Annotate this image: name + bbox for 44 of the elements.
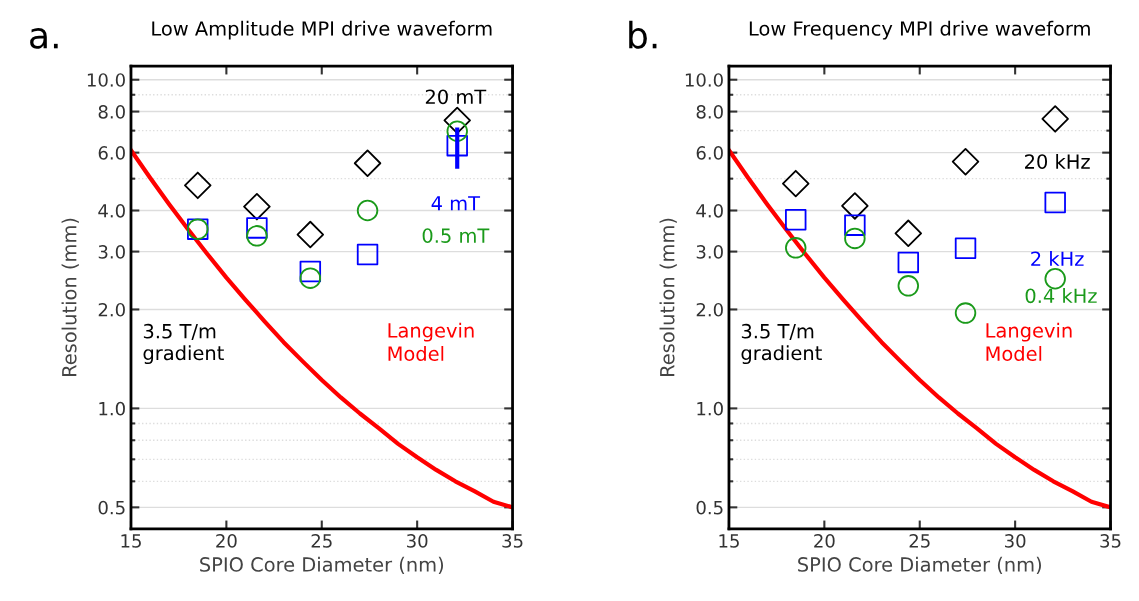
- x-axis-title: SPIO Core Diameter (nm): [200, 556, 444, 575]
- chart-title: Low Amplitude MPI drive waveform: [152, 20, 492, 40]
- x-tick-label: 20: [216, 534, 237, 548]
- text: a.: [30, 28, 58, 49]
- y-tick-label: 0.5: [98, 500, 125, 515]
- y-tick-label: 0.5: [696, 500, 723, 515]
- x-tick-label: 20: [814, 534, 835, 548]
- y-tick-label: 1.0: [697, 401, 723, 416]
- y-tick-label: 4.0: [98, 203, 125, 218]
- chart-title: Low Frequency MPI drive waveform: [749, 20, 1090, 40]
- x-tick-label: 35: [1100, 534, 1121, 548]
- y-axis-title: Resolution (mm): [659, 218, 677, 376]
- text: 2 kHz: [1031, 251, 1084, 266]
- y-tick-label: 8.0: [98, 105, 125, 119]
- text: b.: [629, 20, 657, 49]
- x-tick-label: 15: [121, 534, 141, 548]
- y-tick-label: 2.0: [696, 302, 723, 317]
- y-tick-label: 10.0: [87, 73, 125, 87]
- annotation: 3.5 T/m gradient: [143, 323, 224, 365]
- y-axis-title: Resolution (mm): [61, 218, 79, 376]
- x-tick-label: 25: [909, 534, 930, 548]
- y-tick-label: 4.0: [696, 203, 723, 218]
- series-label: 0.4 kHz: [1025, 288, 1097, 304]
- y-tick-label: 6.0: [696, 146, 723, 160]
- text: Langevin Model: [388, 322, 474, 362]
- x-tick-label: 35: [502, 534, 523, 548]
- x-tick-label: 30: [1005, 534, 1026, 548]
- series-label: 20 kHz: [1025, 153, 1090, 169]
- x-tick-label: 15: [719, 534, 739, 548]
- y-tick-label: 1.0: [99, 401, 125, 416]
- x-tick-label: 25: [311, 534, 332, 548]
- x-axis-title: SPIO Core Diameter (nm): [798, 556, 1041, 575]
- y-tick-label: 10.0: [685, 73, 723, 87]
- series-label: 20 mT: [425, 89, 487, 105]
- text: Langevin Model: [986, 322, 1072, 362]
- y-tick-label: 2.0: [98, 302, 125, 317]
- annotation: 3.5 T/m gradient: [741, 323, 822, 365]
- y-tick-label: 3.0: [98, 245, 125, 259]
- y-tick-label: 6.0: [98, 146, 125, 160]
- text: 4 mT: [431, 196, 481, 211]
- x-tick-label: 30: [407, 534, 428, 548]
- text: 0.5 mT: [422, 228, 490, 243]
- y-tick-label: 8.0: [696, 105, 723, 119]
- y-tick-label: 3.0: [696, 245, 723, 259]
